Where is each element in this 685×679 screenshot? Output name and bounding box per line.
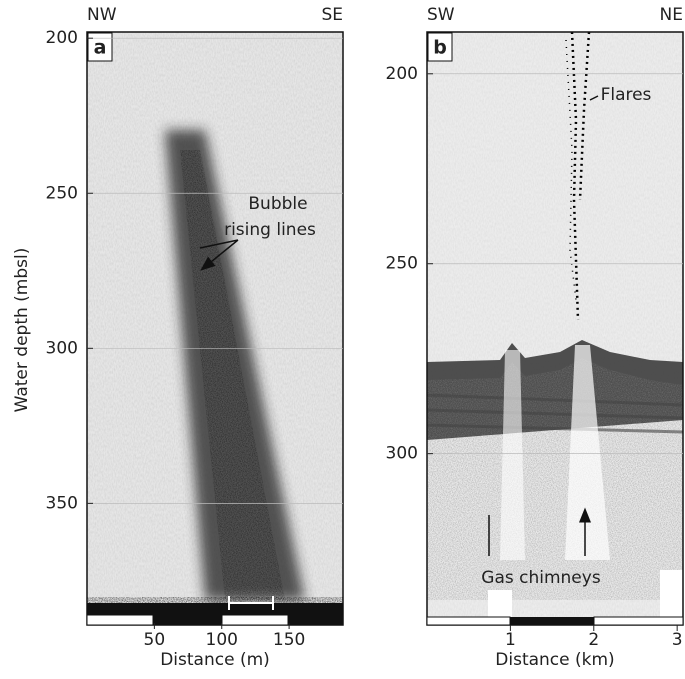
y-tick-label: 250 <box>46 183 78 203</box>
y-tick-label: 350 <box>46 493 78 513</box>
echogram-image-a <box>87 32 343 615</box>
y-tick-label: 200 <box>46 28 78 48</box>
y-tick-label: 200 <box>386 64 418 84</box>
annotation-arrow <box>200 239 239 266</box>
compass-label: NW <box>87 5 117 25</box>
x-tick-label: 50 <box>144 630 166 650</box>
compass-label: SW <box>427 5 455 25</box>
y-axis-label: Water depth (mbsl) <box>12 248 32 413</box>
x-tick-label: 2 <box>588 630 599 650</box>
echogram-image-b <box>427 32 683 617</box>
x-axis-label: Distance (m) <box>160 650 270 670</box>
annotation: Gas chimneys <box>481 568 601 588</box>
x-tick-label: 3 <box>672 630 683 650</box>
compass-label: NE <box>660 5 683 25</box>
scale-strip-a <box>86 596 343 626</box>
x-tick-label: 150 <box>273 630 305 650</box>
y-tick-label: 300 <box>46 338 78 358</box>
annotation: rising lines <box>224 220 316 240</box>
panel-letter: a <box>94 37 107 59</box>
y-tick-label: 300 <box>386 444 418 464</box>
annotation: Flares <box>601 85 652 105</box>
panel-letter-box <box>427 32 453 62</box>
compass-label: SE <box>321 5 343 25</box>
scale-strip-b <box>426 616 684 626</box>
annotation-arrow <box>488 515 585 556</box>
annotation-arrow <box>589 95 599 101</box>
panel-letter-box <box>87 32 113 62</box>
x-axis-label: Distance (km) <box>495 650 614 670</box>
panel-letter: b <box>433 37 447 59</box>
y-tick-label: 250 <box>386 254 418 274</box>
annotation: Bubble <box>248 194 307 214</box>
x-tick-label: 1 <box>505 630 516 650</box>
x-tick-label: 100 <box>206 630 238 650</box>
